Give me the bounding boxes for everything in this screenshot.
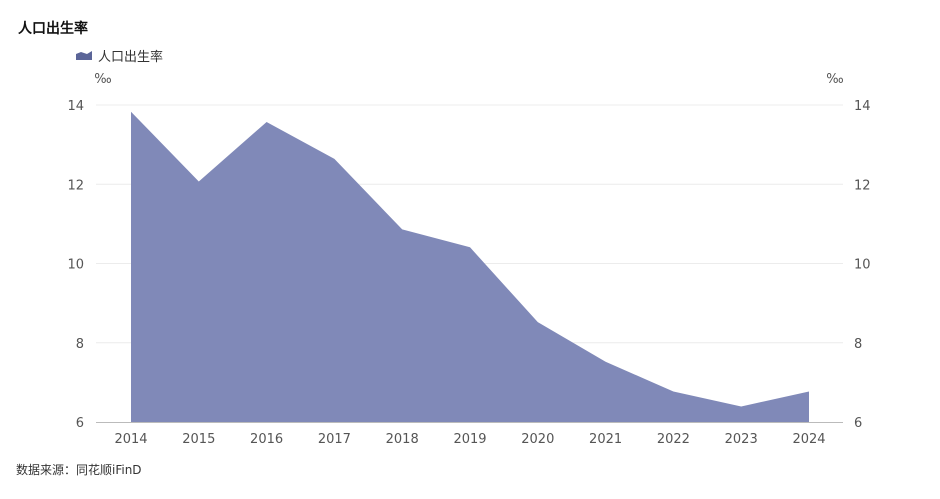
y-tick-label-right: 14 (854, 99, 871, 114)
legend-area-icon (76, 51, 92, 60)
y-tick-label-left: 8 (76, 337, 84, 352)
y-tick-label-left: 12 (67, 178, 84, 193)
y-tick-label-left: 10 (67, 258, 84, 273)
x-tick-label: 2017 (318, 432, 351, 447)
y-axis-right-unit: ‰ (826, 72, 843, 87)
y-axis-left-unit: ‰ (94, 72, 111, 87)
x-tick-label: 2018 (386, 432, 419, 447)
x-tick-label: 2024 (792, 432, 825, 447)
y-tick-label-left: 6 (76, 416, 84, 431)
y-axis-left: 6 8 10 12 14 (67, 99, 84, 431)
x-tick-label: 2019 (453, 432, 486, 447)
y-axis-right: 6 8 10 12 14 (854, 99, 871, 431)
x-tick-label: 2020 (521, 432, 554, 447)
legend-label: 人口出生率 (98, 50, 164, 65)
x-tick-label: 2022 (657, 432, 690, 447)
y-tick-label-left: 14 (67, 99, 84, 114)
y-tick-label-right: 10 (854, 258, 871, 273)
x-tick-label: 2014 (114, 432, 147, 447)
x-tick-label: 2015 (182, 432, 215, 447)
y-tick-label-right: 6 (854, 416, 862, 431)
x-tick-label: 2016 (250, 432, 283, 447)
x-tick-label: 2023 (725, 432, 758, 447)
x-tick-label: 2021 (589, 432, 622, 447)
y-tick-label-right: 12 (854, 178, 871, 193)
x-ticks: 2014 2015 2016 2017 2018 2019 2020 2021 2022 2023… (114, 432, 825, 447)
y-tick-label-right: 8 (854, 337, 862, 352)
legend[interactable]: 人口出生率 (76, 46, 163, 65)
area-series (131, 111, 809, 422)
chart-title: 人口出生率 (18, 21, 88, 37)
source-note: 数据来源：同花顺iFinD (16, 463, 142, 477)
